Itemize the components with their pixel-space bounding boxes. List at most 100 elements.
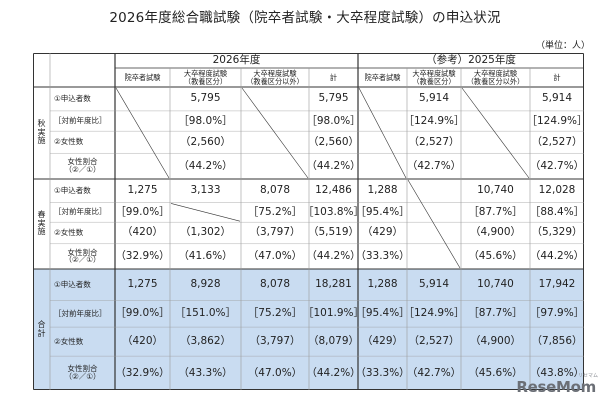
text-line: （②／①） [64, 165, 101, 175]
table-cell: （429） [361, 335, 404, 348]
table-cell: 12,028 [538, 184, 576, 197]
table-cell: ［99.0%］ [115, 205, 170, 218]
table-cell: 12,486 [315, 184, 352, 197]
column-header: 大卒程度試験 （教養区分） [170, 68, 241, 87]
text-line: （②／①） [64, 255, 101, 265]
table-cell: （3,797） [249, 335, 301, 348]
table-cell: ［97.9%］ [529, 307, 585, 320]
not-applicable-diagonal [241, 87, 309, 179]
table-cell: 10,740 [477, 184, 514, 197]
table-cell: （4,900） [469, 335, 522, 348]
table-cell: ［95.4%］ [355, 307, 410, 320]
table-cell: （5,329） [531, 226, 583, 239]
table-cell: 5,914 [541, 92, 573, 105]
row-label: ［対前年度比］ [54, 207, 107, 217]
table-cell: （43.3%） [178, 366, 233, 379]
row-label: 女性割合 （②／①） [50, 153, 115, 179]
row-label: ①申込者数 [54, 185, 91, 195]
table-cell: 8,928 [190, 278, 221, 291]
total-section-background [33, 269, 584, 390]
table-grid-lines [33, 53, 584, 390]
text-line: （教養区分以外） [466, 76, 525, 86]
table-cell: ［124.9%］ [526, 114, 588, 127]
table-cell: （45.6%） [468, 249, 523, 262]
table-cell: （2,527） [531, 135, 583, 148]
table-cell: （420） [121, 335, 164, 348]
text-line: 計 [553, 72, 561, 82]
table-cell: 8,078 [259, 278, 291, 291]
row-label: 女性割合 （②／①） [50, 244, 115, 269]
table-cell: ［101.9%］ [302, 307, 365, 320]
table-cell: （2,527） [408, 335, 460, 348]
text-line: 実 [37, 127, 46, 137]
year-header-2026: 2026年度 [212, 53, 261, 66]
text-line: 院卒者試験 [364, 72, 401, 82]
table-cell: （42.7%） [529, 159, 585, 172]
table-cell: （3,797） [249, 226, 301, 239]
table-cell: ［87.7%］ [468, 205, 523, 218]
table-cell: 17,942 [538, 278, 576, 291]
table-cell: 1,288 [367, 184, 398, 197]
application-status-table: 2026年度 （参考）2025年度 院卒者試験 大卒程度試験 （教養区分） 大卒程度試験（… [33, 53, 588, 390]
text-line: 大卒程度試験 [183, 68, 228, 78]
not-applicable-diagonal [170, 203, 241, 222]
text-line: 計 [329, 72, 338, 82]
table-cell: 5,795 [190, 92, 221, 105]
table-cell: ［103.8%］ [302, 205, 365, 218]
not-applicable-diagonal [461, 87, 530, 179]
table-cell: ［98.0%］ [306, 114, 361, 127]
table-cell: 1,288 [367, 278, 398, 291]
year-header-2025: （参考）2025年度 [426, 53, 516, 66]
column-header: 計 [530, 68, 584, 87]
column-header: 大卒程度試験 （教養区分以外） [241, 68, 309, 87]
text-line: （教養区分） [183, 76, 228, 86]
table-cell: 3,133 [190, 184, 221, 197]
table-cell: ［75.2%］ [247, 205, 303, 218]
table-cell: （2,560） [179, 135, 232, 148]
text-line: （教養区分以外） [246, 76, 304, 86]
table-cell: （32.9%） [115, 249, 170, 262]
table-cell: （2,560） [307, 135, 360, 148]
section-label: 春実施 [33, 179, 50, 269]
text-line: 女性割合 [67, 247, 98, 257]
table-cell: （8,079） [307, 335, 360, 348]
table-cell: （47.0%） [247, 249, 303, 262]
table-cell: （33.3%） [355, 249, 410, 262]
column-header: 大卒程度試験 （教養区分） [407, 68, 461, 87]
table-cell: ［87.7%］ [468, 307, 523, 320]
table-cell: （3,862） [179, 335, 232, 348]
text-line: 合 [37, 319, 46, 329]
table-cell: ［88.4%］ [529, 205, 585, 218]
text-line: 秋 [37, 118, 46, 128]
table-cell: （42.7%） [406, 159, 462, 172]
table-cell: （45.6%） [468, 366, 523, 379]
text-line: 院卒者試験 [124, 72, 161, 82]
text-line: 大卒程度試験 [412, 68, 456, 78]
table-cell: （43.8%） [529, 366, 585, 379]
text-line: 施 [37, 227, 46, 237]
row-label: ［対前年度比］ [54, 116, 107, 126]
table-cell: （33.3%） [355, 366, 410, 379]
unit-label: （単位：人） [535, 41, 590, 51]
row-label: ②女性数 [54, 336, 84, 346]
column-header: 院卒者試験 [358, 68, 407, 87]
table-cell: （44.2%） [306, 249, 361, 262]
table-cell: 8,078 [259, 184, 291, 197]
table-cell: （47.0%） [247, 366, 303, 379]
row-label: 女性割合 （②／①） [50, 356, 115, 390]
page-title: 2026年度総合職試験（院卒者試験・大卒程度試験）の申込状況 [109, 10, 501, 26]
table-cell: ［99.0%］ [115, 307, 170, 320]
text-line: 大卒程度試験 [253, 68, 297, 78]
table-cell: ［95.4%］ [355, 205, 410, 218]
table-cell: 5,914 [418, 92, 450, 105]
table-cell: （1,302） [179, 226, 232, 239]
text-line: 女性割合 [67, 364, 98, 374]
logo-subtext: リセマム [577, 373, 598, 379]
table-cell: ［124.9%］ [403, 307, 465, 320]
table-cell: （32.9%） [115, 366, 170, 379]
table-cell: （420） [121, 226, 164, 239]
table-cell: （429） [361, 226, 404, 239]
section-label: 秋実施 [33, 87, 50, 179]
column-header: 計 [309, 68, 358, 87]
table-cell: （7,856） [531, 335, 583, 348]
